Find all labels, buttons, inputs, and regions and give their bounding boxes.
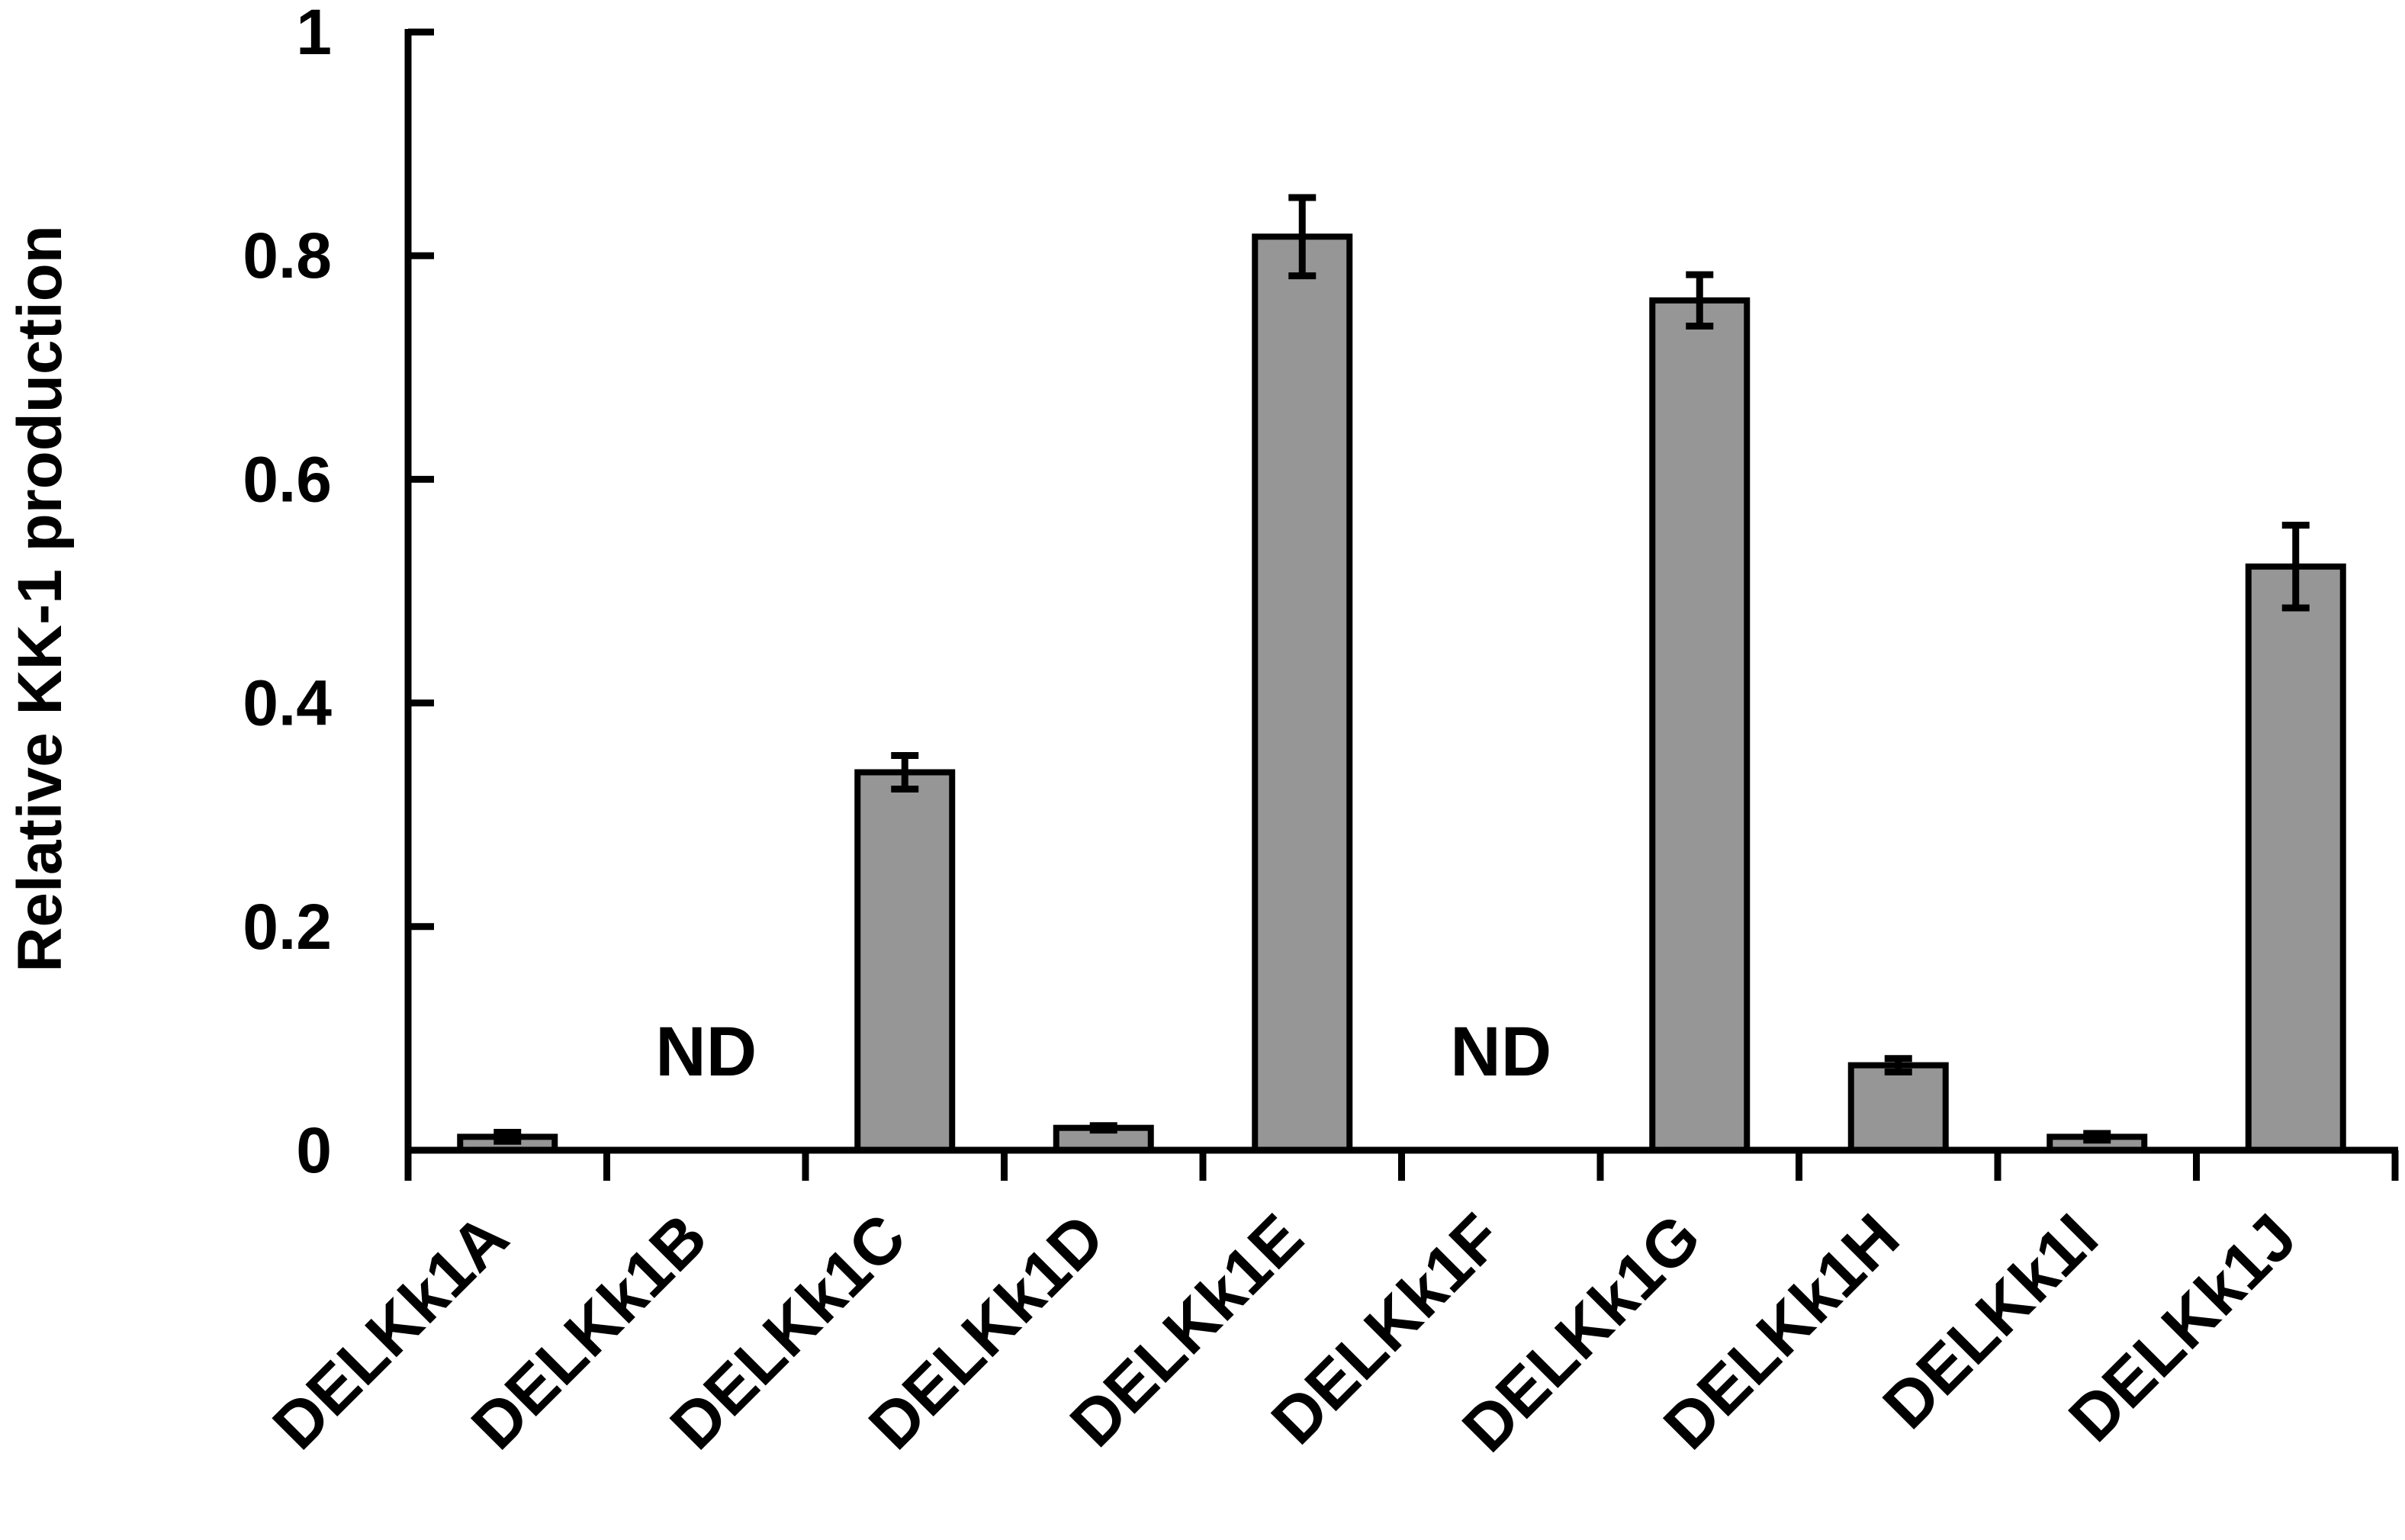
y-ticks-layer: 0 0.2 0.4 0.6 0.8 1	[243, 0, 434, 1186]
error-bar-DELKk1D	[1089, 1122, 1117, 1134]
bar-DELKk1E	[1252, 233, 1353, 1154]
axes-layer	[404, 29, 2398, 1181]
annotation-nd: ND	[1450, 1013, 1551, 1091]
y-axis-label: Relative KK-1 production	[5, 225, 75, 973]
y-tick-label: 0.6	[243, 443, 332, 515]
x-ticks-layer: DELKk1ADELKk1BDELKk1CDELKk1DDELKk1EDELKk…	[259, 1150, 2399, 1466]
y-tick-label: 0.8	[243, 220, 332, 291]
error-bar-DELKk1H	[1884, 1055, 1912, 1075]
bar-DELKk1H	[1847, 1062, 1949, 1153]
error-bar-DELKk1E	[1288, 194, 1317, 280]
y-tick-label: 0.2	[243, 891, 332, 963]
error-bar-DELKk1C	[891, 752, 919, 793]
annotation-nd: ND	[655, 1013, 757, 1091]
bar-DELKk1G	[1649, 297, 1751, 1154]
y-tick-label: 1	[296, 0, 332, 68]
y-tick-label: 0.4	[243, 667, 332, 739]
y-tick-label: 0	[296, 1114, 332, 1186]
error-bar-DELKk1J	[2281, 522, 2310, 612]
bar-DELKk1J	[2245, 563, 2346, 1153]
error-bar-DELKk1I	[2083, 1130, 2111, 1144]
error-bar-DELKk1G	[1686, 271, 1714, 330]
annotations-layer: ND ND	[655, 1013, 1551, 1091]
errorbars-layer	[494, 194, 2310, 1145]
bars-layer	[457, 233, 2346, 1154]
bar-DELKk1C	[854, 769, 956, 1153]
error-bar-DELKk1A	[494, 1129, 522, 1145]
